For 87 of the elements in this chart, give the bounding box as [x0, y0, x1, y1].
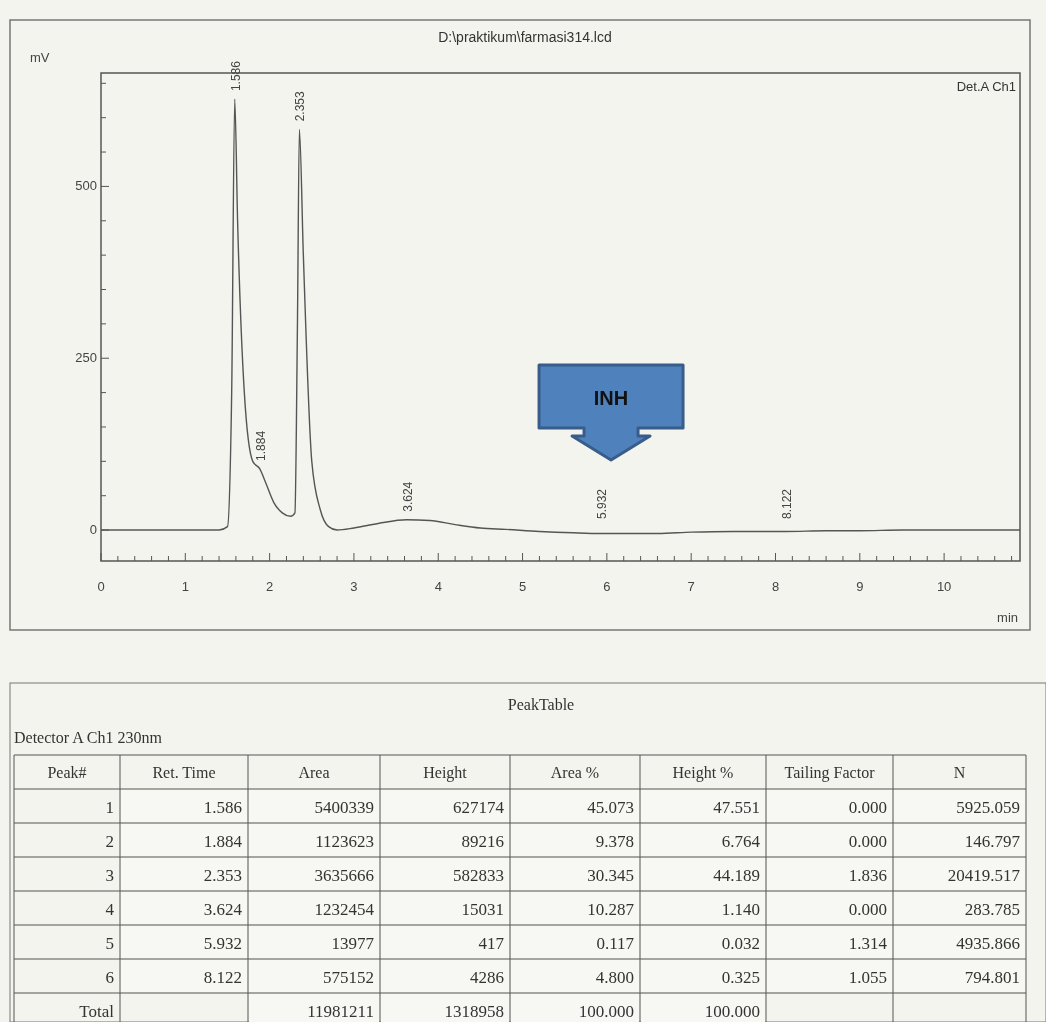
annotation: 2.353	[293, 91, 308, 122]
x-axis-title: min	[997, 610, 1018, 625]
data-label: 0.032	[721, 934, 760, 953]
annotation: INH	[593, 387, 629, 409]
y-tick-label: 2	[105, 832, 114, 851]
data-label: 417	[478, 934, 505, 953]
y-tick-label: 6	[105, 968, 114, 987]
y-axis-title: mV	[30, 50, 50, 65]
y-tick-label: 500	[75, 178, 97, 194]
data-label: 44.189	[713, 866, 760, 885]
x-tick-label: 3	[350, 579, 358, 594]
x-tick-label: 10	[936, 579, 952, 594]
data-label: 5.932	[203, 934, 242, 953]
x-tick-label: 4	[434, 579, 442, 594]
data-label: 10.287	[587, 900, 635, 919]
y-tick-label: Total	[79, 1002, 115, 1021]
data-label: 11981211	[307, 1002, 374, 1021]
x-tick-label: Ret. Time	[152, 764, 216, 781]
data-label: 794.801	[964, 968, 1020, 987]
x-tick-label: Height %	[672, 764, 734, 782]
annotation: 3.624	[400, 481, 415, 512]
data-label: 146.797	[964, 832, 1021, 851]
data-label: 3635666	[314, 866, 374, 885]
chart-subtitle: Detector A Ch1 230nm	[14, 729, 163, 746]
data-label: 4935.866	[956, 934, 1020, 953]
data-label: 0.000	[848, 798, 887, 817]
data-label: 5400339	[314, 798, 374, 817]
x-tick-label: 6	[603, 579, 611, 594]
data-label: 1232454	[314, 900, 375, 919]
data-label: 582833	[453, 866, 504, 885]
data-label: 47.551	[713, 798, 760, 817]
data-label: 100.000	[578, 1002, 634, 1021]
data-label: 0.000	[848, 832, 887, 851]
data-label: 3.624	[203, 900, 243, 919]
data-label: 2.353	[203, 866, 242, 885]
chart-title: PeakTable	[507, 696, 575, 713]
x-tick-label: 7	[687, 579, 695, 594]
data-label: 0.000	[848, 900, 887, 919]
data-label: 1.140	[721, 900, 760, 919]
x-tick-label: 1	[181, 579, 189, 594]
y-tick-label: 3	[105, 866, 114, 885]
annotation: 8.122	[779, 488, 794, 519]
data-label: 6.764	[721, 832, 761, 851]
x-tick-label: Area %	[550, 764, 600, 781]
data-label: 575152	[323, 968, 374, 987]
data-label: 100.000	[704, 1002, 760, 1021]
data-label: 627174	[453, 798, 505, 817]
data-label: 1.586	[203, 798, 242, 817]
x-tick-label: N	[953, 764, 966, 781]
y-tick-label: 1	[105, 798, 114, 817]
x-tick-label: Height	[423, 764, 468, 782]
data-label: 1.055	[848, 968, 887, 987]
data-label: 0.117	[596, 934, 635, 953]
data-label: 89216	[461, 832, 504, 851]
data-label: 13977	[331, 934, 375, 953]
data-label: 45.073	[587, 798, 634, 817]
annotation: Det.A Ch1	[956, 79, 1016, 94]
data-label: 1318958	[444, 1002, 504, 1021]
x-tick-label: 5	[518, 579, 527, 594]
data-label: 4.800	[595, 968, 634, 987]
data-label: 15031	[461, 900, 504, 919]
data-label: 1.884	[203, 832, 243, 851]
data-label: 8.122	[203, 968, 242, 987]
data-label: 20419.517	[947, 866, 1021, 885]
y-tick-label: 0	[89, 522, 97, 538]
x-tick-label: 8	[771, 579, 780, 594]
annotation: 1.586	[228, 60, 243, 92]
data-label: 5925.059	[956, 798, 1020, 817]
y-tick-label: 4	[105, 900, 115, 919]
annotation: 1.884	[253, 430, 268, 461]
data-label: 1.836	[848, 866, 887, 885]
data-label: 1123623	[315, 832, 374, 851]
data-label: 283.785	[964, 900, 1020, 919]
y-tick-label: 5	[105, 934, 114, 953]
y-tick-label: 250	[75, 350, 97, 366]
x-tick-label: Area	[298, 764, 330, 781]
chart-title: D:\praktikum\farmasi314.lcd	[438, 29, 612, 45]
data-label: 1.314	[848, 934, 888, 953]
y-axis-title: Peak#	[47, 764, 87, 781]
x-tick-label: Tailing Factor	[784, 764, 876, 782]
x-tick-label: 9	[856, 579, 864, 594]
x-tick-label: 2	[266, 579, 274, 594]
annotation: 5.932	[595, 488, 610, 519]
data-label: 0.325	[721, 968, 760, 987]
data-label: 30.345	[587, 866, 634, 885]
data-label: 4286	[470, 968, 504, 987]
data-label: 9.378	[595, 832, 634, 851]
